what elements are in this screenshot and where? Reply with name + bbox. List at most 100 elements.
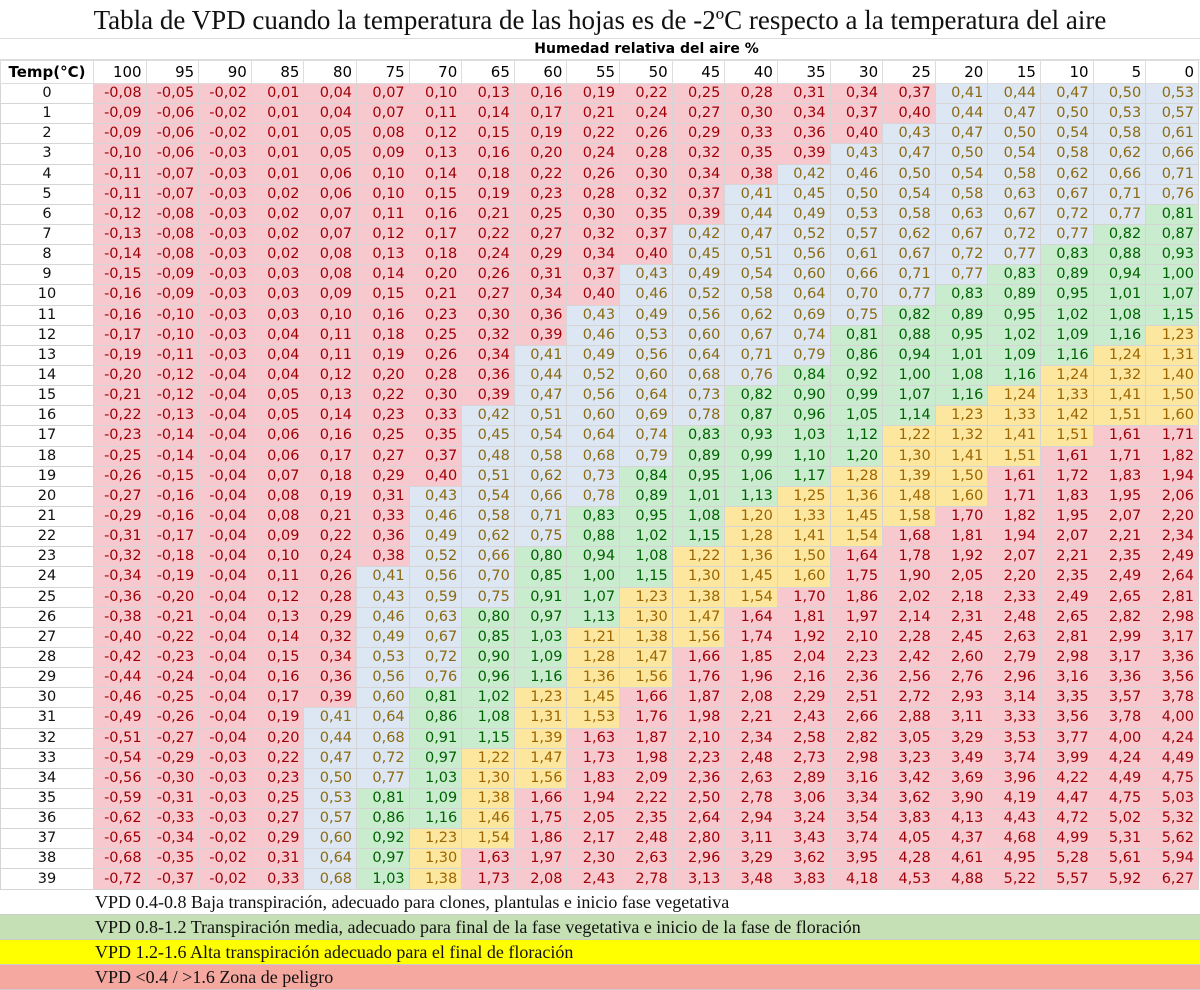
vpd-cell: 0,47 (987, 103, 1041, 125)
vpd-cell: 1,36 (829, 485, 884, 507)
temp-cell: 21 (0, 505, 94, 528)
vpd-cell: 0,50 (987, 123, 1041, 145)
vpd-cell: 1,63 (461, 848, 515, 870)
vpd-cell: 1,98 (619, 747, 673, 769)
vpd-cell: -0,33 (145, 808, 200, 830)
vpd-cell: 2,65 (1092, 586, 1147, 608)
vpd-cell: 2,73 (776, 747, 831, 769)
vpd-cell: 1,06 (724, 465, 778, 487)
vpd-cell: 1,97 (829, 606, 884, 628)
vpd-cell: 1,16 (513, 667, 568, 689)
vpd-cell: -0,03 (198, 143, 252, 165)
vpd-cell: 1,72 (1039, 465, 1094, 487)
vpd-cell: -0,59 (93, 787, 147, 810)
vpd-cell: 1,30 (408, 848, 463, 870)
vpd-cell: 3,29 (724, 848, 778, 870)
humidity-column-header: 25 (882, 60, 936, 84)
vpd-cell: 0,01 (250, 143, 305, 165)
vpd-cell: 0,24 (461, 244, 515, 266)
vpd-cell: 0,82 (1092, 223, 1147, 246)
vpd-cell: 0,67 (1039, 183, 1094, 205)
vpd-cell: 1,70 (934, 505, 989, 528)
vpd-cell: 0,18 (408, 244, 463, 266)
vpd-cell: 1,23 (619, 586, 673, 608)
vpd-cell: 1,38 (619, 626, 673, 648)
vpd-cell: 2,09 (619, 767, 673, 789)
table-row: 30 -0,46 -0,25 -0,04 0,17 0,39 0,60 0,81 1,02 1,2… (0, 687, 1199, 709)
vpd-cell: 0,28 (408, 364, 463, 387)
vpd-cell: -0,08 (145, 223, 200, 246)
temp-cell: 16 (0, 405, 94, 427)
temp-cell: 18 (0, 445, 94, 467)
vpd-cell: 0,87 (724, 405, 778, 427)
vpd-cell: 2,35 (619, 808, 673, 830)
vpd-cell: 3,78 (1092, 707, 1147, 729)
vpd-cell: 0,88 (1092, 244, 1147, 266)
humidity-header: Humedad relativa del aire % (0, 39, 1200, 60)
humidity-column-header: 5 (1092, 60, 1147, 84)
vpd-cell: 1,47 (671, 606, 726, 628)
vpd-cell: 0,90 (776, 385, 831, 407)
vpd-cell: 0,56 (408, 566, 463, 588)
vpd-cell: 0,96 (461, 667, 515, 689)
vpd-cell: 0,40 (829, 123, 884, 145)
vpd-cell: 0,64 (303, 848, 358, 870)
vpd-cell: 0,28 (566, 183, 621, 205)
vpd-cell: 0,34 (829, 82, 884, 105)
vpd-cell: 0,24 (619, 103, 673, 125)
vpd-cell: 4,75 (1092, 787, 1147, 810)
vpd-cell: -0,10 (93, 143, 147, 165)
vpd-cell: -0,03 (198, 767, 252, 789)
vpd-cell: 2,34 (1145, 526, 1199, 548)
vpd-cell: 1,38 (671, 586, 726, 608)
vpd-cell: 0,16 (408, 203, 463, 225)
vpd-cell: -0,11 (93, 183, 147, 205)
vpd-cell: -0,09 (145, 284, 200, 306)
temp-cell: 12 (0, 324, 94, 346)
vpd-cell: 0,44 (934, 103, 989, 125)
vpd-cell: 1,75 (829, 566, 884, 588)
vpd-cell: 1,81 (776, 606, 831, 628)
vpd-cell: 0,95 (671, 465, 726, 487)
vpd-cell: 1,16 (1092, 324, 1147, 346)
vpd-cell: 0,44 (987, 82, 1041, 105)
vpd-cell: 2,64 (671, 808, 726, 830)
vpd-cell: 1,16 (408, 808, 463, 830)
vpd-cell: 5,22 (987, 868, 1041, 890)
vpd-cell: 3,33 (987, 707, 1041, 729)
vpd-cell: 0,28 (619, 143, 673, 165)
vpd-cell: 0,27 (461, 284, 515, 306)
vpd-cell: 0,45 (461, 425, 515, 447)
vpd-cell: 1,08 (671, 505, 726, 528)
table-row: 8 -0,14 -0,08 -0,03 0,02 0,08 0,13 0,18 0,24 0,29… (0, 244, 1199, 266)
vpd-cell: 2,60 (934, 646, 989, 669)
vpd-cell: 2,76 (934, 667, 989, 689)
vpd-cell: 0,77 (356, 767, 410, 789)
vpd-cell: 3,17 (1092, 646, 1147, 669)
vpd-cell: 0,05 (303, 123, 358, 145)
temp-cell: 7 (0, 223, 94, 246)
temp-cell: 1 (0, 103, 94, 125)
vpd-cell: 0,81 (829, 324, 884, 346)
vpd-cell: 0,27 (356, 445, 410, 467)
vpd-cell: -0,04 (198, 405, 252, 427)
vpd-cell: -0,03 (198, 747, 252, 769)
vpd-cell: 2,30 (566, 848, 621, 870)
vpd-cell: 0,04 (250, 344, 305, 366)
vpd-cell: 0,66 (1092, 163, 1147, 185)
vpd-cell: 1,31 (1145, 344, 1199, 366)
vpd-cell: -0,04 (198, 485, 252, 507)
vpd-cell: 1,73 (461, 868, 515, 890)
vpd-cell: 0,92 (829, 364, 884, 387)
temp-cell: 29 (0, 667, 94, 689)
vpd-cell: 0,23 (408, 304, 463, 326)
vpd-cell: 2,05 (934, 566, 989, 588)
vpd-cell: 1,92 (934, 546, 989, 568)
vpd-cell: 1,82 (987, 505, 1041, 528)
vpd-cell: 0,37 (829, 103, 884, 125)
vpd-cell: 0,07 (303, 223, 358, 246)
vpd-cell: -0,04 (198, 546, 252, 568)
vpd-cell: 1,82 (1145, 445, 1199, 467)
vpd-cell: 0,17 (303, 445, 358, 467)
vpd-cell: 0,47 (882, 143, 936, 165)
